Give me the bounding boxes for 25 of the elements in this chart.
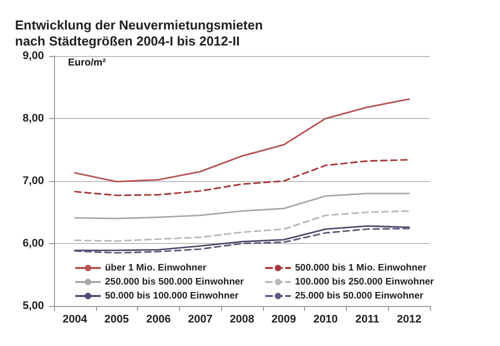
y-axis-title: Euro/m² <box>68 58 106 68</box>
legend-label: 500.000 bis 1 Mio. Einwohner <box>295 262 427 274</box>
x-tick-label: 2007 <box>188 314 212 326</box>
x-tick-label: 2009 <box>272 314 296 326</box>
x-tick-label: 2010 <box>313 314 338 326</box>
y-tick-label: 9,00 <box>22 50 44 62</box>
line-series <box>74 158 410 196</box>
y-tick-label: 7,00 <box>22 175 44 187</box>
legend-label: 100.000 bis 250.000 Einwohner <box>295 276 434 288</box>
x-tick-label: 2004 <box>62 314 88 326</box>
y-tick-label: 5,00 <box>22 300 44 312</box>
legend-label: 25.000 bis 50.000 Einwohner <box>295 290 424 302</box>
chart-title: Entwicklung der Neuvermietungsmieten nach Städtegrößen 2004-I bis 2012-II <box>15 18 263 48</box>
x-tick-label: 2012 <box>396 314 422 326</box>
legend-label: über 1 Mio. Einwohner <box>105 262 207 274</box>
line-series <box>74 192 410 220</box>
x-tick-label: 2005 <box>104 314 129 326</box>
legend-label: 250.000 bis 500.000 Einwohner <box>105 276 244 288</box>
y-tick-label: 8,00 <box>22 112 44 124</box>
y-tick-label: 6,00 <box>22 238 44 250</box>
x-tick-label: 2008 <box>230 314 254 326</box>
legend-label: 50.000 bis 100.000 Einwohner <box>105 290 239 302</box>
x-tick-label: 2011 <box>355 314 380 326</box>
x-tick-label: 2006 <box>146 314 171 326</box>
line-series <box>74 98 410 182</box>
